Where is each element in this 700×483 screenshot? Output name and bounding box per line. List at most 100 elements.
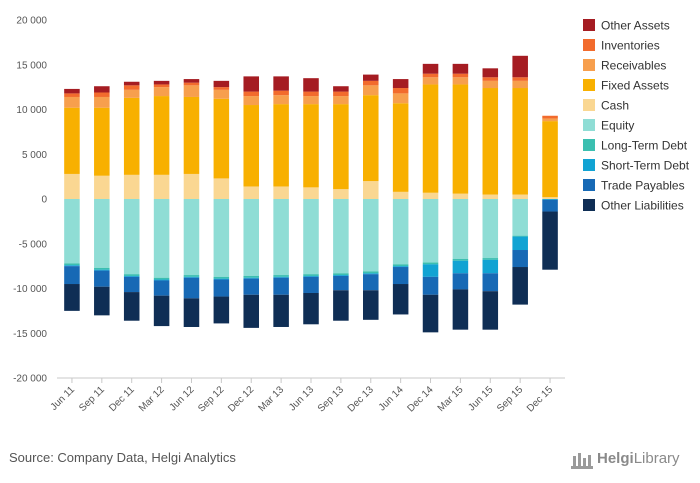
bar-segment[interactable]	[303, 91, 319, 97]
bar-segment[interactable]	[123, 274, 140, 276]
bar-segment[interactable]	[542, 121, 558, 198]
bar-segment[interactable]	[64, 199, 80, 264]
bar-segment[interactable]	[512, 235, 528, 237]
bar-segment[interactable]	[512, 199, 528, 236]
bar-segment[interactable]	[94, 175, 110, 199]
bar-segment[interactable]	[213, 87, 230, 90]
bar-segment[interactable]	[422, 77, 439, 85]
bar-segment[interactable]	[363, 181, 379, 199]
bar-segment[interactable]	[392, 88, 409, 94]
bar-segment[interactable]	[273, 277, 289, 295]
bar-segment[interactable]	[123, 174, 140, 199]
bar-segment[interactable]	[542, 199, 558, 200]
bar-segment[interactable]	[273, 294, 289, 327]
bar-segment[interactable]	[392, 93, 409, 104]
bar-segment[interactable]	[94, 270, 110, 287]
bar-segment[interactable]	[363, 273, 379, 275]
bar-segment[interactable]	[183, 85, 200, 97]
bar-segment[interactable]	[243, 96, 260, 106]
bar-segment[interactable]	[452, 289, 469, 330]
bar-segment[interactable]	[303, 78, 319, 92]
bar-segment[interactable]	[333, 199, 349, 274]
bar-segment[interactable]	[392, 267, 409, 285]
legend-item[interactable]: Inventories	[583, 39, 660, 53]
bar-segment[interactable]	[363, 85, 379, 96]
bar-segment[interactable]	[243, 199, 260, 276]
bar-segment[interactable]	[392, 284, 409, 315]
bar-segment[interactable]	[213, 296, 230, 324]
bar-segment[interactable]	[512, 236, 528, 251]
bar-segment[interactable]	[153, 84, 170, 88]
bar-segment[interactable]	[392, 199, 409, 265]
bar-segment[interactable]	[422, 294, 439, 333]
bar-segment[interactable]	[452, 63, 469, 74]
bar-segment[interactable]	[363, 80, 379, 86]
bar-segment[interactable]	[392, 264, 409, 267]
bar-segment[interactable]	[243, 275, 260, 278]
bar-segment[interactable]	[183, 79, 200, 83]
bar-segment[interactable]	[213, 89, 230, 99]
bar-segment[interactable]	[422, 63, 439, 74]
bar-segment[interactable]	[482, 77, 499, 81]
bar-segment[interactable]	[452, 77, 469, 85]
bar-segment[interactable]	[273, 76, 289, 91]
bar-segment[interactable]	[64, 93, 80, 97]
bar-segment[interactable]	[542, 199, 558, 212]
bar-segment[interactable]	[303, 104, 319, 188]
bar-segment[interactable]	[422, 84, 439, 193]
bar-segment[interactable]	[333, 86, 349, 92]
bar-segment[interactable]	[123, 85, 140, 90]
bar-segment[interactable]	[303, 199, 319, 275]
bar-segment[interactable]	[183, 277, 200, 299]
bar-segment[interactable]	[333, 104, 349, 190]
bar-segment[interactable]	[363, 95, 379, 182]
bar-segment[interactable]	[94, 269, 110, 271]
bar-segment[interactable]	[183, 298, 200, 327]
bar-segment[interactable]	[303, 292, 319, 325]
bar-segment[interactable]	[542, 211, 558, 270]
bar-segment[interactable]	[64, 173, 80, 199]
bar-segment[interactable]	[94, 267, 110, 270]
bar-segment[interactable]	[512, 194, 528, 199]
bar-segment[interactable]	[542, 197, 558, 199]
bar-segment[interactable]	[452, 193, 469, 199]
bar-segment[interactable]	[213, 80, 230, 88]
bar-segment[interactable]	[422, 192, 439, 199]
bar-segment[interactable]	[123, 89, 140, 98]
bar-segment[interactable]	[123, 199, 140, 275]
bar-segment[interactable]	[482, 80, 499, 89]
bar-segment[interactable]	[512, 80, 528, 89]
bar-segment[interactable]	[512, 55, 528, 78]
bar-segment[interactable]	[243, 294, 260, 328]
bar-segment[interactable]	[94, 286, 110, 316]
bar-segment[interactable]	[183, 96, 200, 174]
bar-segment[interactable]	[452, 260, 469, 274]
bar-segment[interactable]	[392, 266, 409, 268]
bar-segment[interactable]	[303, 274, 319, 276]
bar-segment[interactable]	[273, 199, 289, 276]
bar-segment[interactable]	[153, 280, 170, 296]
bar-segment[interactable]	[363, 74, 379, 81]
bar-segment[interactable]	[213, 199, 230, 277]
bar-segment[interactable]	[363, 274, 379, 291]
bar-segment[interactable]	[123, 276, 140, 293]
bar-segment[interactable]	[273, 104, 289, 187]
bar-segment[interactable]	[512, 88, 528, 195]
bar-segment[interactable]	[392, 79, 409, 89]
bar-segment[interactable]	[482, 199, 499, 259]
bar-segment[interactable]	[153, 279, 170, 281]
bar-segment[interactable]	[183, 82, 200, 86]
bar-segment[interactable]	[542, 115, 558, 119]
bar-segment[interactable]	[153, 87, 170, 97]
bar-segment[interactable]	[333, 189, 349, 199]
bar-segment[interactable]	[213, 276, 230, 279]
bar-segment[interactable]	[123, 275, 140, 277]
bar-segment[interactable]	[94, 107, 110, 176]
bar-segment[interactable]	[452, 258, 469, 261]
bar-segment[interactable]	[273, 90, 289, 96]
bar-segment[interactable]	[64, 263, 80, 266]
bar-segment[interactable]	[303, 187, 319, 199]
bar-segment[interactable]	[363, 199, 379, 272]
bar-segment[interactable]	[422, 276, 439, 295]
bar-segment[interactable]	[183, 275, 200, 277]
